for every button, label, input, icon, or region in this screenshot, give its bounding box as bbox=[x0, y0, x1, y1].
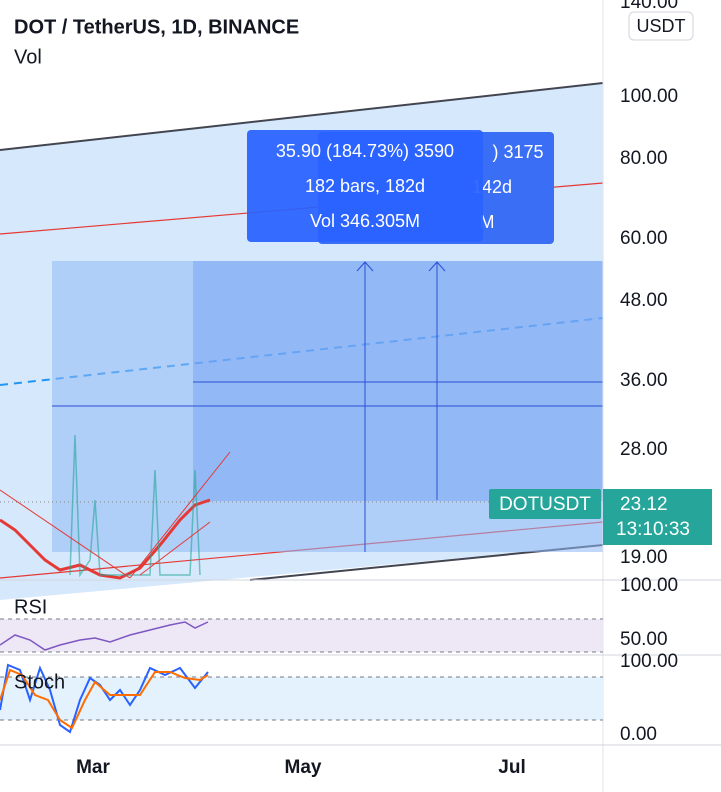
price-tick: 100.00 bbox=[620, 86, 678, 107]
time-tick: Jul bbox=[498, 757, 525, 778]
price-tick: 36.00 bbox=[620, 370, 668, 391]
price-tick: 60.00 bbox=[620, 228, 668, 249]
unit-label[interactable]: USDT bbox=[637, 16, 686, 36]
rsi-tick: 100.00 bbox=[620, 575, 678, 596]
stoch-tick: 100.00 bbox=[620, 651, 678, 672]
price-tag bbox=[603, 489, 712, 545]
stoch-band bbox=[0, 677, 603, 720]
measure-text: 35.90 (184.73%) 3590 bbox=[276, 141, 454, 161]
channel-top bbox=[0, 82, 604, 151]
measure-text: M bbox=[480, 212, 495, 232]
arrow-head bbox=[428, 261, 446, 272]
rsi-line bbox=[0, 621, 209, 651]
unit-badge[interactable] bbox=[628, 11, 694, 41]
price-tick: 48.00 bbox=[620, 290, 668, 311]
symbol-title: DOT / TetherUS, 1D, BINANCE bbox=[14, 16, 299, 38]
countdown: 13:10:33 bbox=[616, 519, 690, 540]
price-tick: 19.00 bbox=[620, 547, 668, 568]
price-tick: 80.00 bbox=[620, 148, 668, 169]
stoch-d bbox=[0, 668, 209, 730]
last-price: 23.12 bbox=[620, 494, 668, 515]
price-tick: 140.00 bbox=[620, 0, 678, 13]
measure-area bbox=[193, 261, 603, 501]
arrow-head bbox=[356, 261, 374, 272]
symbol-tag bbox=[489, 489, 601, 519]
rsi-tick: 50.00 bbox=[620, 629, 668, 650]
drawing-line bbox=[139, 521, 211, 576]
time-tick: May bbox=[285, 757, 322, 778]
time-tick: Mar bbox=[76, 757, 110, 778]
measure-box bbox=[247, 130, 483, 242]
stoch-tick: 0.00 bbox=[620, 724, 657, 745]
symbol-tag-text: DOTUSDT bbox=[499, 494, 591, 515]
rsi-band bbox=[0, 619, 603, 652]
rsi-label: RSI bbox=[14, 596, 47, 618]
drawing-line bbox=[0, 489, 131, 579]
measure-text: Vol 346.305M bbox=[310, 211, 420, 231]
drawing-line bbox=[129, 451, 231, 579]
measure-text: ) 3175 bbox=[492, 142, 543, 162]
price-tick: 28.00 bbox=[620, 439, 668, 460]
volume-label: Vol bbox=[14, 46, 42, 68]
stoch-label: Stoch bbox=[14, 671, 65, 693]
measure-text: 182 bars, 182d bbox=[305, 176, 425, 196]
